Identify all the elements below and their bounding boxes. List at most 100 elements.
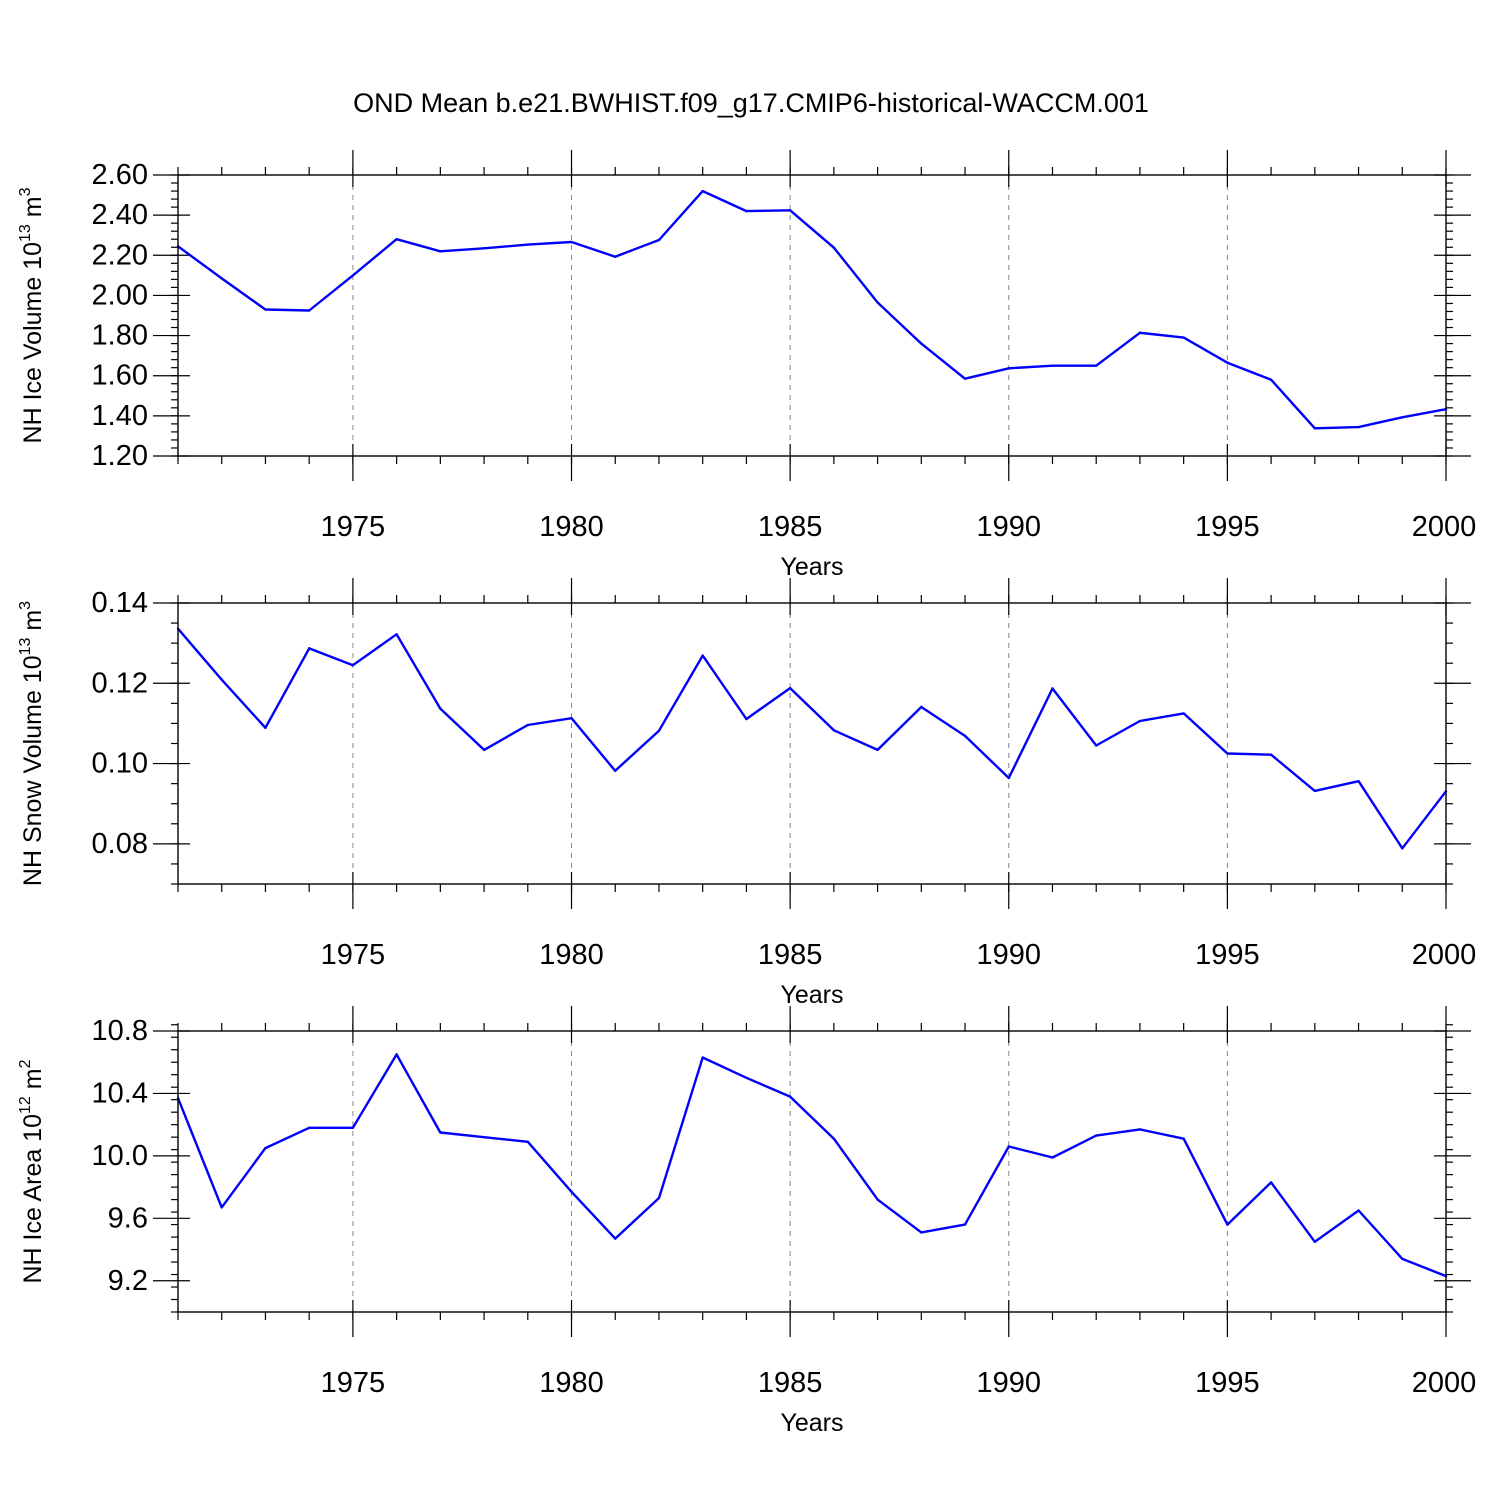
data-point [876, 1198, 879, 1201]
y-tick-label: 0.08 [92, 828, 148, 860]
y-tick-label: 0.10 [92, 748, 148, 780]
data-point [1051, 1156, 1054, 1159]
x-tick-label: 1975 [321, 511, 386, 543]
data-point [832, 246, 836, 249]
y-tick-label: 2.20 [92, 239, 148, 271]
data-point [1226, 1223, 1229, 1226]
data-point [1313, 427, 1317, 430]
data-point [1095, 744, 1098, 747]
y-axis-label: NH Ice Volume 1013 m3 [17, 187, 47, 443]
data-point [614, 255, 617, 258]
plot-frame [177, 1030, 1447, 1313]
data-point [1007, 776, 1010, 780]
data-point [439, 1131, 442, 1134]
data-point [264, 1146, 267, 1150]
data-point [1138, 719, 1142, 723]
data-point [1051, 364, 1054, 367]
data-point [264, 308, 267, 311]
x-tick-label: 1985 [758, 511, 823, 543]
data-point [614, 769, 617, 772]
data-point [1313, 789, 1317, 793]
x-tick-label: 2000 [1412, 511, 1477, 543]
y-axis-label: NH Ice Area 1012 m2 [17, 1059, 47, 1283]
x-tick-label: 1995 [1195, 1367, 1260, 1399]
data-point [1401, 1257, 1404, 1261]
x-tick-label: 1975 [321, 1367, 386, 1399]
data-point [1401, 416, 1404, 419]
data-point [1095, 1134, 1098, 1137]
data-point [395, 633, 398, 636]
data-point [526, 243, 529, 246]
data-point [614, 1237, 617, 1240]
data-point [307, 1126, 311, 1129]
x-tick-label: 1985 [758, 1367, 823, 1399]
y-tick-label: 1.80 [92, 320, 148, 352]
series-line [177, 627, 1447, 850]
y-tick-label: 10.8 [92, 1015, 148, 1047]
data-point [220, 277, 223, 280]
plot-frame [177, 174, 1447, 457]
x-tick-label: 1980 [539, 511, 604, 543]
data-point [788, 686, 792, 690]
data-point [1357, 1209, 1360, 1212]
plot-frame [177, 602, 1447, 885]
data-point [876, 301, 879, 304]
data-point [307, 309, 311, 312]
series-line [176, 1053, 1447, 1278]
data-point [395, 238, 398, 241]
data-point [1226, 361, 1229, 364]
x-tick-label: 1985 [758, 939, 823, 971]
data-point [1007, 1145, 1010, 1148]
data-point [963, 377, 967, 380]
data-point [876, 748, 879, 752]
x-tick-label: 1990 [977, 939, 1042, 971]
x-tick-label: 1980 [539, 1367, 604, 1399]
y-tick-label: 9.6 [108, 1202, 148, 1234]
data-point [1138, 331, 1142, 334]
data-point [220, 1206, 223, 1209]
chart-panels: 1.20 1.40 1.60 1.80 2.00 2.20 2.40 2.60 1975 1980… [17, 150, 1476, 1437]
y-tick-label: 2.60 [92, 159, 148, 191]
data-point [220, 678, 223, 681]
x-tick-label: 1995 [1195, 939, 1260, 971]
data-point [482, 1135, 486, 1139]
data-point [963, 734, 967, 738]
y-tick-label: 2.40 [92, 199, 148, 231]
y-tick-label: 10.4 [92, 1077, 148, 1109]
data-point [526, 723, 529, 727]
data-point [1269, 753, 1273, 756]
panel-3: 9.2 9.6 10.0 10.4 10.8 1975 1980 1985 1990 1995 20… [17, 1006, 1476, 1437]
data-point [482, 748, 486, 752]
data-point [351, 664, 355, 667]
data-point [395, 1053, 398, 1056]
data-point [1313, 1240, 1317, 1243]
y-tick-label: 1.60 [92, 360, 148, 392]
y-tick-label: 1.40 [92, 400, 148, 432]
y-tick-label: 9.2 [108, 1265, 148, 1297]
data-point [1182, 336, 1185, 339]
data-point [832, 729, 836, 732]
panel-2: 0.08 0.10 0.12 0.14 1975 1980 1985 1990 1995 2000… [17, 578, 1476, 1009]
data-point [1182, 1137, 1185, 1140]
data-point [1182, 712, 1185, 715]
data-point [657, 1196, 661, 1200]
data-point [657, 729, 661, 732]
data-point [788, 209, 792, 212]
data-point [526, 1140, 529, 1144]
x-tick-label: 2000 [1412, 1367, 1477, 1399]
x-tick-label: 1975 [321, 939, 386, 971]
data-point [1007, 367, 1010, 370]
data-point [1095, 364, 1098, 367]
data-point [351, 274, 355, 277]
data-point [570, 240, 573, 244]
data-point [920, 1231, 923, 1234]
x-axis-label: Years [780, 981, 843, 1009]
data-point [745, 717, 748, 721]
data-point [1269, 378, 1273, 381]
data-point [788, 1095, 792, 1098]
data-point [439, 250, 442, 253]
data-point [264, 726, 267, 730]
data-point [832, 1137, 836, 1140]
data-point [963, 1223, 967, 1226]
